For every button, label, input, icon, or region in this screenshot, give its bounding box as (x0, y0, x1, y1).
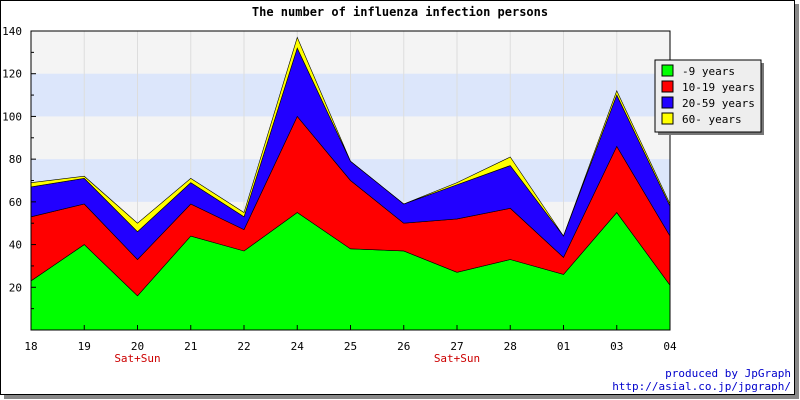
legend-label-3: 20-59 years (682, 97, 755, 110)
legend-label-4: 60- years (682, 113, 742, 126)
credit-line-1[interactable]: produced by JpGraph (665, 367, 791, 380)
x-tick-label: 03 (610, 340, 623, 353)
x-tick-label: 04 (663, 340, 677, 353)
x-tick-label: 18 (24, 340, 37, 353)
legend-swatch-1 (661, 64, 674, 77)
x-tick-label: 01 (557, 340, 570, 353)
legend-label-2: 10-19 years (682, 81, 755, 94)
credit-line-2[interactable]: http://asial.co.jp/jpgraph/ (612, 380, 791, 393)
x-tick-label: 27 (450, 340, 463, 353)
legend-label-1: -9 years (682, 65, 735, 78)
x-tick-label: 19 (78, 340, 91, 353)
legend-swatch-3 (661, 96, 674, 109)
legend: -9 years 10-19 years 20-59 years 60- years (654, 59, 764, 135)
x-tick-label: 22 (237, 340, 250, 353)
chart-title: The number of influenza infection person… (252, 5, 548, 19)
legend-swatch-2 (661, 80, 674, 93)
y-tick-label: 20 (9, 281, 22, 294)
x-tick-label: 24 (291, 340, 305, 353)
x-tick-label: 25 (344, 340, 357, 353)
y-tick-label: 60 (9, 196, 22, 209)
x-tick-label: 20 (131, 340, 144, 353)
x-tick-label: 28 (504, 340, 517, 353)
x-tick-label: 26 (397, 340, 410, 353)
x-tick-note: Sat+Sun (114, 352, 160, 365)
y-tick-label: 100 (2, 110, 22, 123)
y-tick-label: 40 (9, 239, 22, 252)
y-tick-label: 140 (2, 25, 22, 38)
y-tick-label: 80 (9, 153, 22, 166)
x-tick-note: Sat+Sun (434, 352, 480, 365)
y-tick-label: 120 (2, 68, 22, 81)
legend-swatch-4 (661, 112, 674, 125)
x-tick-label: 21 (184, 340, 197, 353)
